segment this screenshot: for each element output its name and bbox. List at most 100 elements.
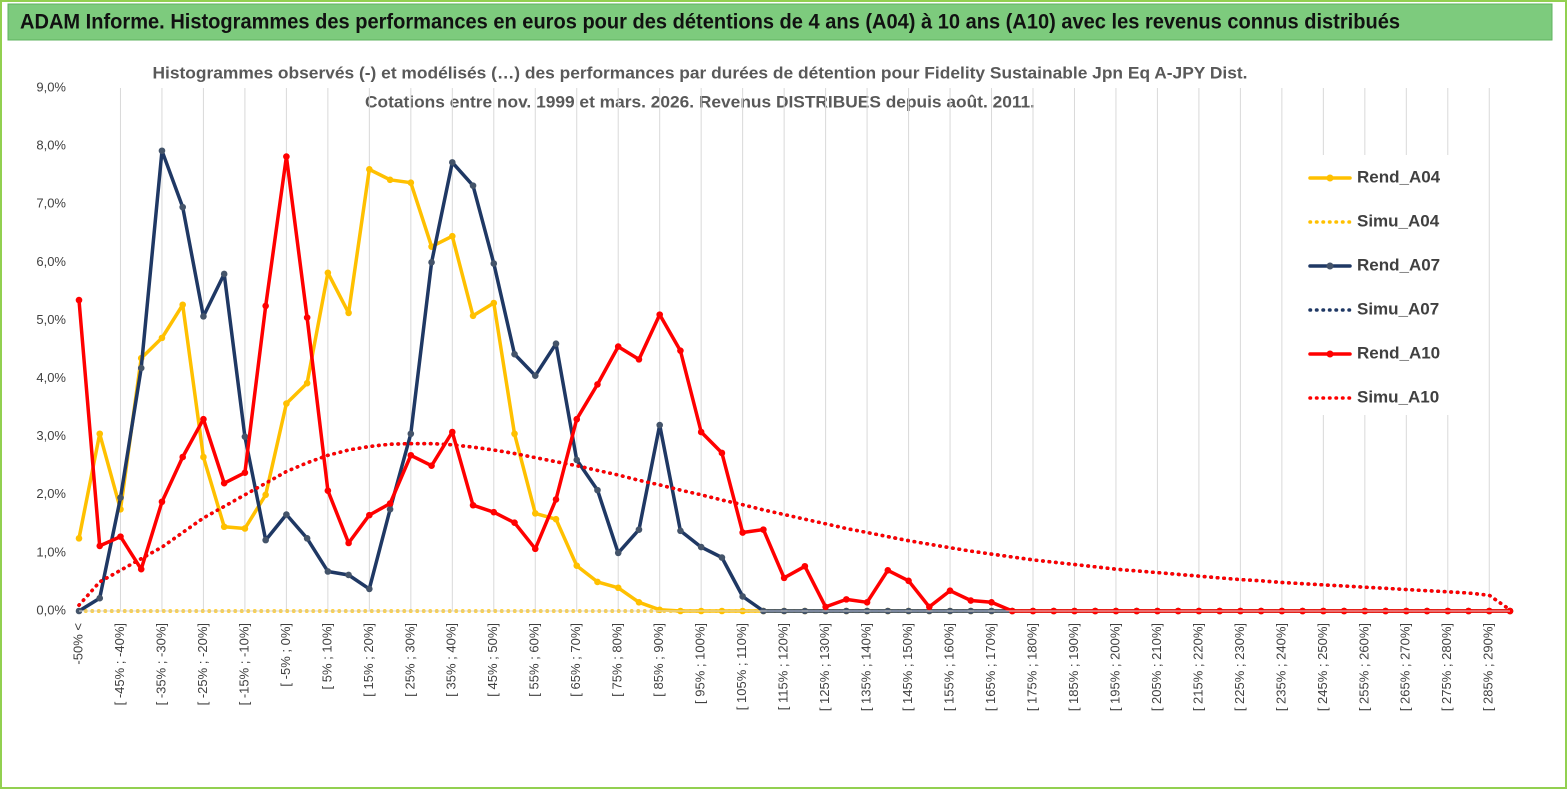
x-tick-label: [ 85% ; 90%] [651, 623, 666, 697]
legend-label: Rend_A07 [1357, 255, 1440, 274]
marker [946, 587, 954, 594]
marker [345, 539, 352, 547]
marker [200, 313, 207, 320]
marker [366, 166, 373, 173]
legend-label: Rend_A10 [1357, 343, 1440, 362]
marker [262, 536, 269, 544]
y-tick-label: 8,0% [36, 138, 66, 153]
marker [158, 498, 166, 506]
marker [386, 506, 394, 513]
marker [531, 372, 539, 379]
y-tick-label: 6,0% [36, 254, 66, 269]
title-bar [7, 3, 1553, 41]
marker [220, 523, 228, 531]
x-tick-label: [ 95% ; 100%] [693, 623, 708, 704]
series-line [77, 441, 1512, 612]
marker [324, 568, 332, 575]
marker [490, 508, 498, 516]
marker [303, 379, 311, 387]
x-tick-label: [ 75% ; 80%] [610, 623, 625, 697]
marker [552, 515, 560, 523]
marker [386, 176, 394, 184]
marker [552, 496, 560, 503]
marker [988, 598, 995, 606]
marker [884, 567, 892, 574]
legend-marker [1326, 262, 1334, 270]
marker [241, 469, 249, 476]
x-tick-label: [ 175% ; 180%] [1024, 623, 1039, 711]
marker [511, 430, 518, 438]
marker [407, 430, 415, 438]
marker [739, 593, 746, 600]
marker [677, 347, 684, 354]
marker [511, 350, 518, 358]
marker [531, 545, 539, 553]
marker [697, 543, 705, 551]
marker [262, 491, 269, 499]
x-tick-label: [ 165% ; 170%] [983, 623, 998, 711]
marker [594, 578, 601, 586]
marker [677, 527, 684, 535]
marker [303, 535, 311, 542]
x-tick-label: [ 55% ; 60%] [527, 623, 542, 697]
marker [594, 381, 601, 388]
marker [490, 260, 498, 267]
marker [158, 147, 166, 155]
x-tick-label: [ -25% ; -20%] [195, 623, 210, 705]
marker [96, 594, 104, 602]
legend-label: Simu_A07 [1357, 299, 1439, 318]
y-tick-label: 2,0% [36, 486, 66, 501]
x-tick-label: [ 65% ; 70%] [568, 623, 583, 697]
marker [407, 451, 415, 459]
marker [656, 421, 663, 429]
marker [656, 311, 663, 318]
x-tick-label: [ 125% ; 130%] [817, 623, 832, 711]
marker [801, 562, 809, 570]
marker [635, 526, 643, 533]
marker [324, 269, 332, 277]
marker [386, 500, 394, 507]
legend-label: Simu_A04 [1357, 211, 1440, 230]
marker [283, 511, 290, 518]
marker [241, 433, 249, 440]
y-tick-label: 0,0% [36, 602, 66, 617]
x-tick-label: [ 155% ; 160%] [941, 623, 956, 711]
marker [96, 542, 104, 550]
subtitle: Histogrammes observés (-) et modélisés (… [153, 63, 1248, 82]
marker [366, 585, 373, 593]
marker [158, 334, 166, 342]
marker [573, 415, 581, 423]
marker [573, 456, 581, 464]
marker [283, 400, 290, 407]
marker [843, 596, 850, 603]
marker [324, 487, 332, 495]
x-tick-label: [ 225% ; 230%] [1232, 623, 1247, 711]
marker [137, 364, 145, 372]
x-tick-label: [ 265% ; 270%] [1398, 623, 1413, 711]
marker [718, 554, 726, 561]
x-tick-label: [ 195% ; 200%] [1107, 623, 1122, 711]
x-tick-label: [ 35% ; 40%] [444, 623, 459, 697]
marker [117, 494, 124, 501]
marker [449, 428, 456, 436]
marker [220, 479, 228, 487]
x-tick-label: [ 5% ; 10%] [319, 623, 334, 689]
y-tick-label: 1,0% [36, 544, 66, 559]
marker [863, 598, 871, 606]
marker [366, 511, 373, 519]
marker [760, 526, 767, 533]
marker [303, 314, 311, 321]
marker [200, 415, 207, 423]
y-tick-label: 9,0% [36, 79, 66, 94]
x-tick-label: [ -35% ; -30%] [153, 623, 168, 705]
marker [594, 486, 601, 494]
x-tick-label: [ -5% ; 0%] [278, 623, 293, 687]
legend-marker [1326, 350, 1334, 358]
marker [469, 501, 477, 509]
marker [428, 462, 435, 470]
x-tick-label: [ 235% ; 240%] [1273, 623, 1288, 711]
marker [552, 340, 560, 347]
marker [283, 153, 290, 160]
marker [469, 312, 477, 320]
